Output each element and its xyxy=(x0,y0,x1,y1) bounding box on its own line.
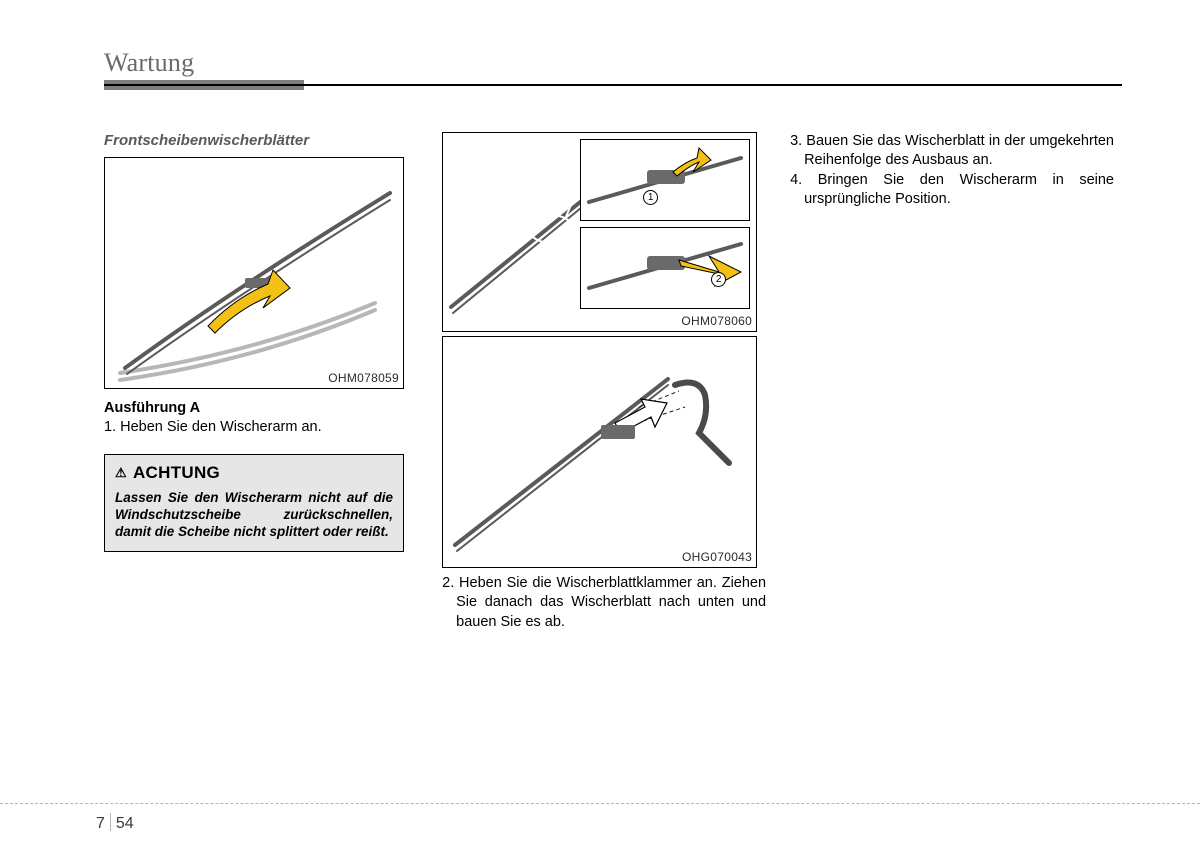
step-2: 2. Heben Sie die Wischerblattklammer an.… xyxy=(442,574,766,632)
content-columns: Frontscheibenwischerblätter OHM078059 xyxy=(104,132,1114,632)
caution-title-text: ACHTUNG xyxy=(133,463,220,482)
inset-1-svg xyxy=(581,140,751,222)
figure-2-inset-2: 2 xyxy=(580,227,750,309)
footer-dashed-rule xyxy=(0,803,1200,804)
warning-icon: ⚠ xyxy=(115,465,127,480)
figure-1-code: OHM078059 xyxy=(328,371,399,385)
figure-3-svg xyxy=(443,337,758,569)
subheading: Frontscheibenwischerblätter xyxy=(104,132,418,149)
figure-1: OHM078059 xyxy=(104,157,404,389)
caution-text: Lassen Sie den Wischerarm nicht auf die … xyxy=(115,489,393,541)
step-4: 4. Bringen Sie den Wischerarm in seine u… xyxy=(790,171,1114,210)
caution-box: ⚠ ACHTUNG Lassen Sie den Wischerarm nicht… xyxy=(104,454,404,552)
page-number-value: 54 xyxy=(116,815,134,832)
figure-2: 1 2 OHM078060 xyxy=(442,132,757,332)
chapter-number: 7 xyxy=(96,815,105,832)
page-number-separator xyxy=(110,813,111,831)
step-3: 3. Bauen Sie das Wischerblatt in der umg… xyxy=(790,132,1114,171)
page-header: Wartung xyxy=(104,48,1114,96)
column-left: Frontscheibenwischerblätter OHM078059 xyxy=(104,132,418,632)
caution-title: ⚠ ACHTUNG xyxy=(115,463,393,483)
page-number: 7 54 xyxy=(96,813,134,833)
figure-3: OHG070043 xyxy=(442,336,757,568)
figure-3-code: OHG070043 xyxy=(682,550,752,564)
page: Wartung Frontscheibenwischerblätter xyxy=(0,0,1200,861)
page-footer: 7 54 xyxy=(0,803,1200,861)
header-rule xyxy=(104,84,1122,86)
figure-2-code: OHM078060 xyxy=(681,314,752,328)
column-middle: 1 2 OHM078060 xyxy=(442,132,766,632)
variant-label: Ausführung A xyxy=(104,399,418,418)
column-right: 3. Bauen Sie das Wischerblatt in der umg… xyxy=(790,132,1114,632)
step-1: 1. Heben Sie den Wischerarm an. xyxy=(104,418,418,437)
figure-2-inset-1: 1 xyxy=(580,139,750,221)
figure-1-svg xyxy=(105,158,405,390)
inset-2-svg xyxy=(581,228,751,310)
section-title: Wartung xyxy=(104,48,1114,78)
